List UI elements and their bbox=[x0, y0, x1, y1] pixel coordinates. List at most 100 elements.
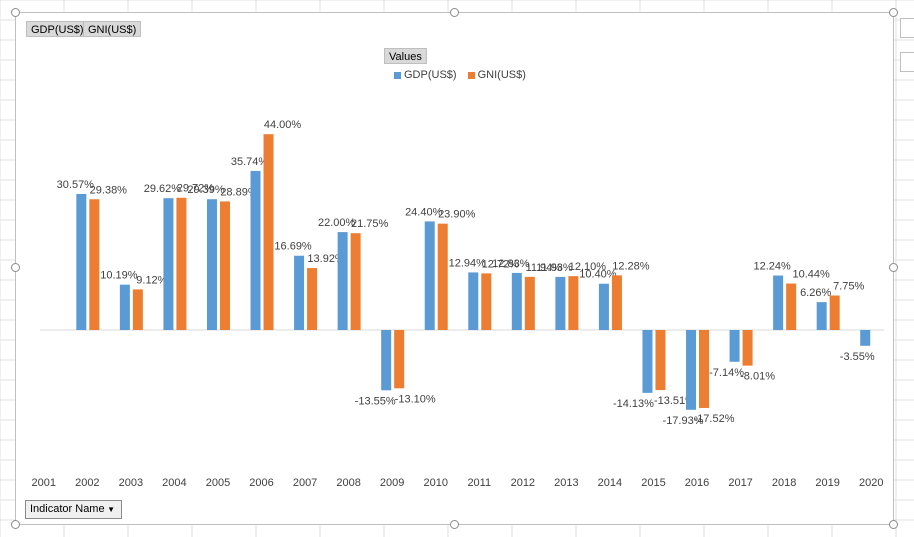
x-tick-label: 2020 bbox=[859, 477, 883, 489]
x-tick-label: 2012 bbox=[511, 477, 535, 489]
chart-styles-button[interactable] bbox=[900, 52, 914, 72]
x-tick-label: 2017 bbox=[728, 477, 752, 489]
x-tick-label: 2015 bbox=[641, 477, 665, 489]
gdp-data-label: 22.00% bbox=[318, 217, 356, 229]
resize-handle-top[interactable] bbox=[450, 8, 459, 17]
plot-area: 2001 2002 30.57%29.38% 2003 10.19%9.12% 2004 2… bbox=[32, 119, 884, 489]
gni-bar[interactable] bbox=[219, 201, 230, 330]
gni-bar[interactable] bbox=[524, 276, 535, 330]
pivot-chart[interactable]: GDP(US$) GNI(US$) Values GDP(US$) GNI(US… bbox=[15, 12, 894, 525]
x-tick-label: 2016 bbox=[685, 477, 709, 489]
gdp-data-label: 29.39% bbox=[187, 184, 225, 196]
gni-bar[interactable] bbox=[829, 295, 840, 330]
gni-bar[interactable] bbox=[89, 199, 100, 330]
gni-data-label: 13.92% bbox=[307, 253, 345, 265]
gdp-bar[interactable] bbox=[163, 198, 174, 330]
gni-bar[interactable] bbox=[786, 283, 797, 330]
gni-bar[interactable] bbox=[611, 275, 622, 330]
chart-legend: GDP(US$) GNI(US$) bbox=[394, 69, 534, 81]
gni-bar[interactable] bbox=[742, 330, 753, 366]
x-tick-label: 2019 bbox=[815, 477, 839, 489]
gdp-bar[interactable] bbox=[729, 330, 740, 362]
gdp-bar[interactable] bbox=[642, 330, 653, 393]
resize-handle-top-left[interactable] bbox=[11, 8, 20, 17]
x-tick-label: 2011 bbox=[467, 477, 491, 489]
gdp-data-label: 12.83% bbox=[492, 258, 530, 270]
dropdown-arrow-icon[interactable]: ▼ bbox=[107, 505, 115, 514]
gdp-data-label: 10.19% bbox=[100, 270, 138, 282]
gdp-bar[interactable] bbox=[294, 255, 305, 330]
gdp-bar[interactable] bbox=[598, 283, 609, 330]
gdp-data-label: 30.57% bbox=[57, 179, 95, 191]
gni-data-label: 28.89% bbox=[220, 186, 258, 198]
x-tick-label: 2002 bbox=[75, 477, 99, 489]
chart-elements-button[interactable] bbox=[900, 18, 914, 38]
gni-data-label: -8.01% bbox=[740, 371, 775, 383]
gni-bar[interactable] bbox=[394, 330, 405, 389]
resize-handle-left[interactable] bbox=[11, 263, 20, 272]
gdp-bar[interactable] bbox=[424, 221, 435, 330]
gni-data-label: 9.12% bbox=[136, 274, 167, 286]
gdp-bar[interactable] bbox=[468, 272, 479, 330]
legend-swatch-gdp bbox=[394, 71, 401, 79]
gni-bar[interactable] bbox=[699, 330, 710, 408]
gni-data-label: 11.94% bbox=[526, 262, 563, 274]
gdp-bar[interactable] bbox=[686, 330, 697, 410]
gdp-data-label: 11.93% bbox=[536, 262, 573, 274]
gni-data-label: -13.51% bbox=[654, 395, 695, 407]
legend-item-gdp: GDP(US$) bbox=[394, 69, 457, 81]
gdp-bar[interactable] bbox=[511, 272, 522, 330]
gni-bar[interactable] bbox=[307, 268, 318, 330]
gni-bar[interactable] bbox=[568, 276, 579, 330]
x-tick-label: 2010 bbox=[423, 477, 447, 489]
gni-data-label: 7.75% bbox=[833, 281, 864, 293]
gdp-bar[interactable] bbox=[119, 284, 130, 330]
gni-bar[interactable] bbox=[481, 273, 492, 330]
values-field-button[interactable]: Values bbox=[384, 48, 427, 64]
gdp-bar[interactable] bbox=[555, 276, 566, 330]
gni-data-label: 12.72% bbox=[482, 258, 520, 270]
gdp-bar[interactable] bbox=[381, 330, 392, 391]
gni-data-label: 23.90% bbox=[438, 209, 476, 221]
gni-bar[interactable] bbox=[350, 233, 361, 330]
gdp-bar[interactable] bbox=[250, 170, 261, 330]
resize-handle-bottom[interactable] bbox=[450, 520, 459, 529]
gni-data-label: 44.00% bbox=[264, 119, 302, 131]
gni-bar[interactable] bbox=[263, 134, 274, 330]
gdp-data-label: -17.93% bbox=[663, 415, 704, 427]
gdp-data-label: 12.24% bbox=[753, 261, 791, 273]
gni-bar[interactable] bbox=[437, 223, 448, 330]
gni-data-label: -13.10% bbox=[395, 393, 436, 405]
gdp-data-label: 16.69% bbox=[274, 241, 312, 253]
resize-handle-top-right[interactable] bbox=[889, 8, 898, 17]
gdp-data-label: 10.40% bbox=[579, 269, 617, 281]
x-tick-label: 2001 bbox=[32, 477, 56, 489]
gdp-bar[interactable] bbox=[206, 199, 217, 330]
resize-handle-bottom-left[interactable] bbox=[11, 520, 20, 529]
field-button-gni[interactable]: GNI(US$) bbox=[83, 21, 142, 37]
gdp-bar[interactable] bbox=[773, 275, 784, 330]
gdp-bar[interactable] bbox=[76, 193, 87, 330]
x-tick-label: 2005 bbox=[206, 477, 230, 489]
indicator-name-filter[interactable]: Indicator Name ▼ bbox=[25, 500, 122, 519]
x-tick-label: 2013 bbox=[554, 477, 578, 489]
gni-data-label: 10.44% bbox=[792, 269, 830, 281]
gdp-data-label: -3.55% bbox=[840, 351, 875, 363]
x-tick-label: 2008 bbox=[336, 477, 360, 489]
x-tick-label: 2014 bbox=[598, 477, 622, 489]
gdp-bar[interactable] bbox=[816, 302, 827, 330]
gdp-data-label: -14.13% bbox=[613, 398, 654, 410]
gdp-data-label: 6.26% bbox=[800, 287, 831, 299]
gni-bar[interactable] bbox=[655, 330, 666, 391]
gni-data-label: 29.38% bbox=[90, 184, 128, 196]
gdp-data-label: 12.94% bbox=[449, 257, 487, 269]
resize-handle-right[interactable] bbox=[889, 263, 898, 272]
resize-handle-bottom-right[interactable] bbox=[889, 520, 898, 529]
gdp-bar[interactable] bbox=[337, 232, 348, 330]
x-tick-label: 2006 bbox=[249, 477, 273, 489]
gni-bar[interactable] bbox=[176, 197, 187, 330]
gdp-data-label: 24.40% bbox=[405, 206, 443, 218]
gdp-bar[interactable] bbox=[860, 330, 871, 346]
gni-bar[interactable] bbox=[132, 289, 143, 330]
field-button-gdp[interactable]: GDP(US$) bbox=[26, 21, 89, 37]
